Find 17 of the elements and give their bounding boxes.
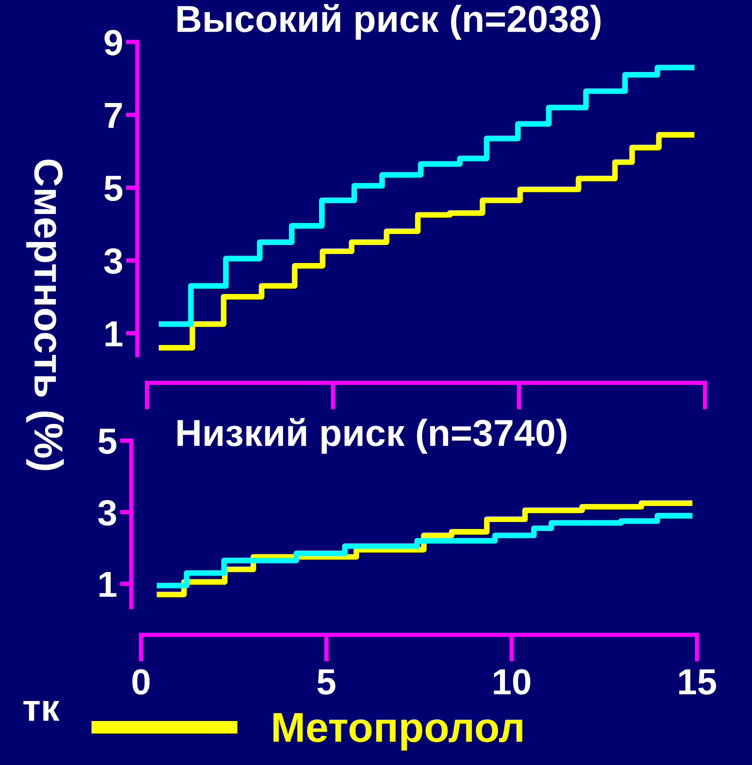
y-tick-label: 7 <box>104 103 122 128</box>
y-tick-label: 1 <box>106 321 122 346</box>
y-tick-label: 3 <box>104 248 122 274</box>
chart-title: Высокий риск (n=2038) <box>178 4 601 40</box>
y-axis-title: Смертность (%) <box>26 160 64 470</box>
x-axis-title: тк <box>23 700 60 721</box>
x-tick-label: 15 <box>679 669 716 695</box>
y-tick-label: 1 <box>100 572 116 597</box>
x-tick-label: 10 <box>494 669 530 695</box>
x-tick-label: 0 <box>132 669 150 695</box>
x-tick-label: 5 <box>317 669 336 695</box>
y-tick-label: 9 <box>104 30 122 56</box>
chart-title: Низкий риск (n=3740) <box>178 418 566 454</box>
y-tick-label: 3 <box>98 500 116 526</box>
y-tick-label: 5 <box>98 428 116 454</box>
y-tick-label: 5 <box>104 176 122 202</box>
legend-label: Метопролол <box>273 713 522 750</box>
